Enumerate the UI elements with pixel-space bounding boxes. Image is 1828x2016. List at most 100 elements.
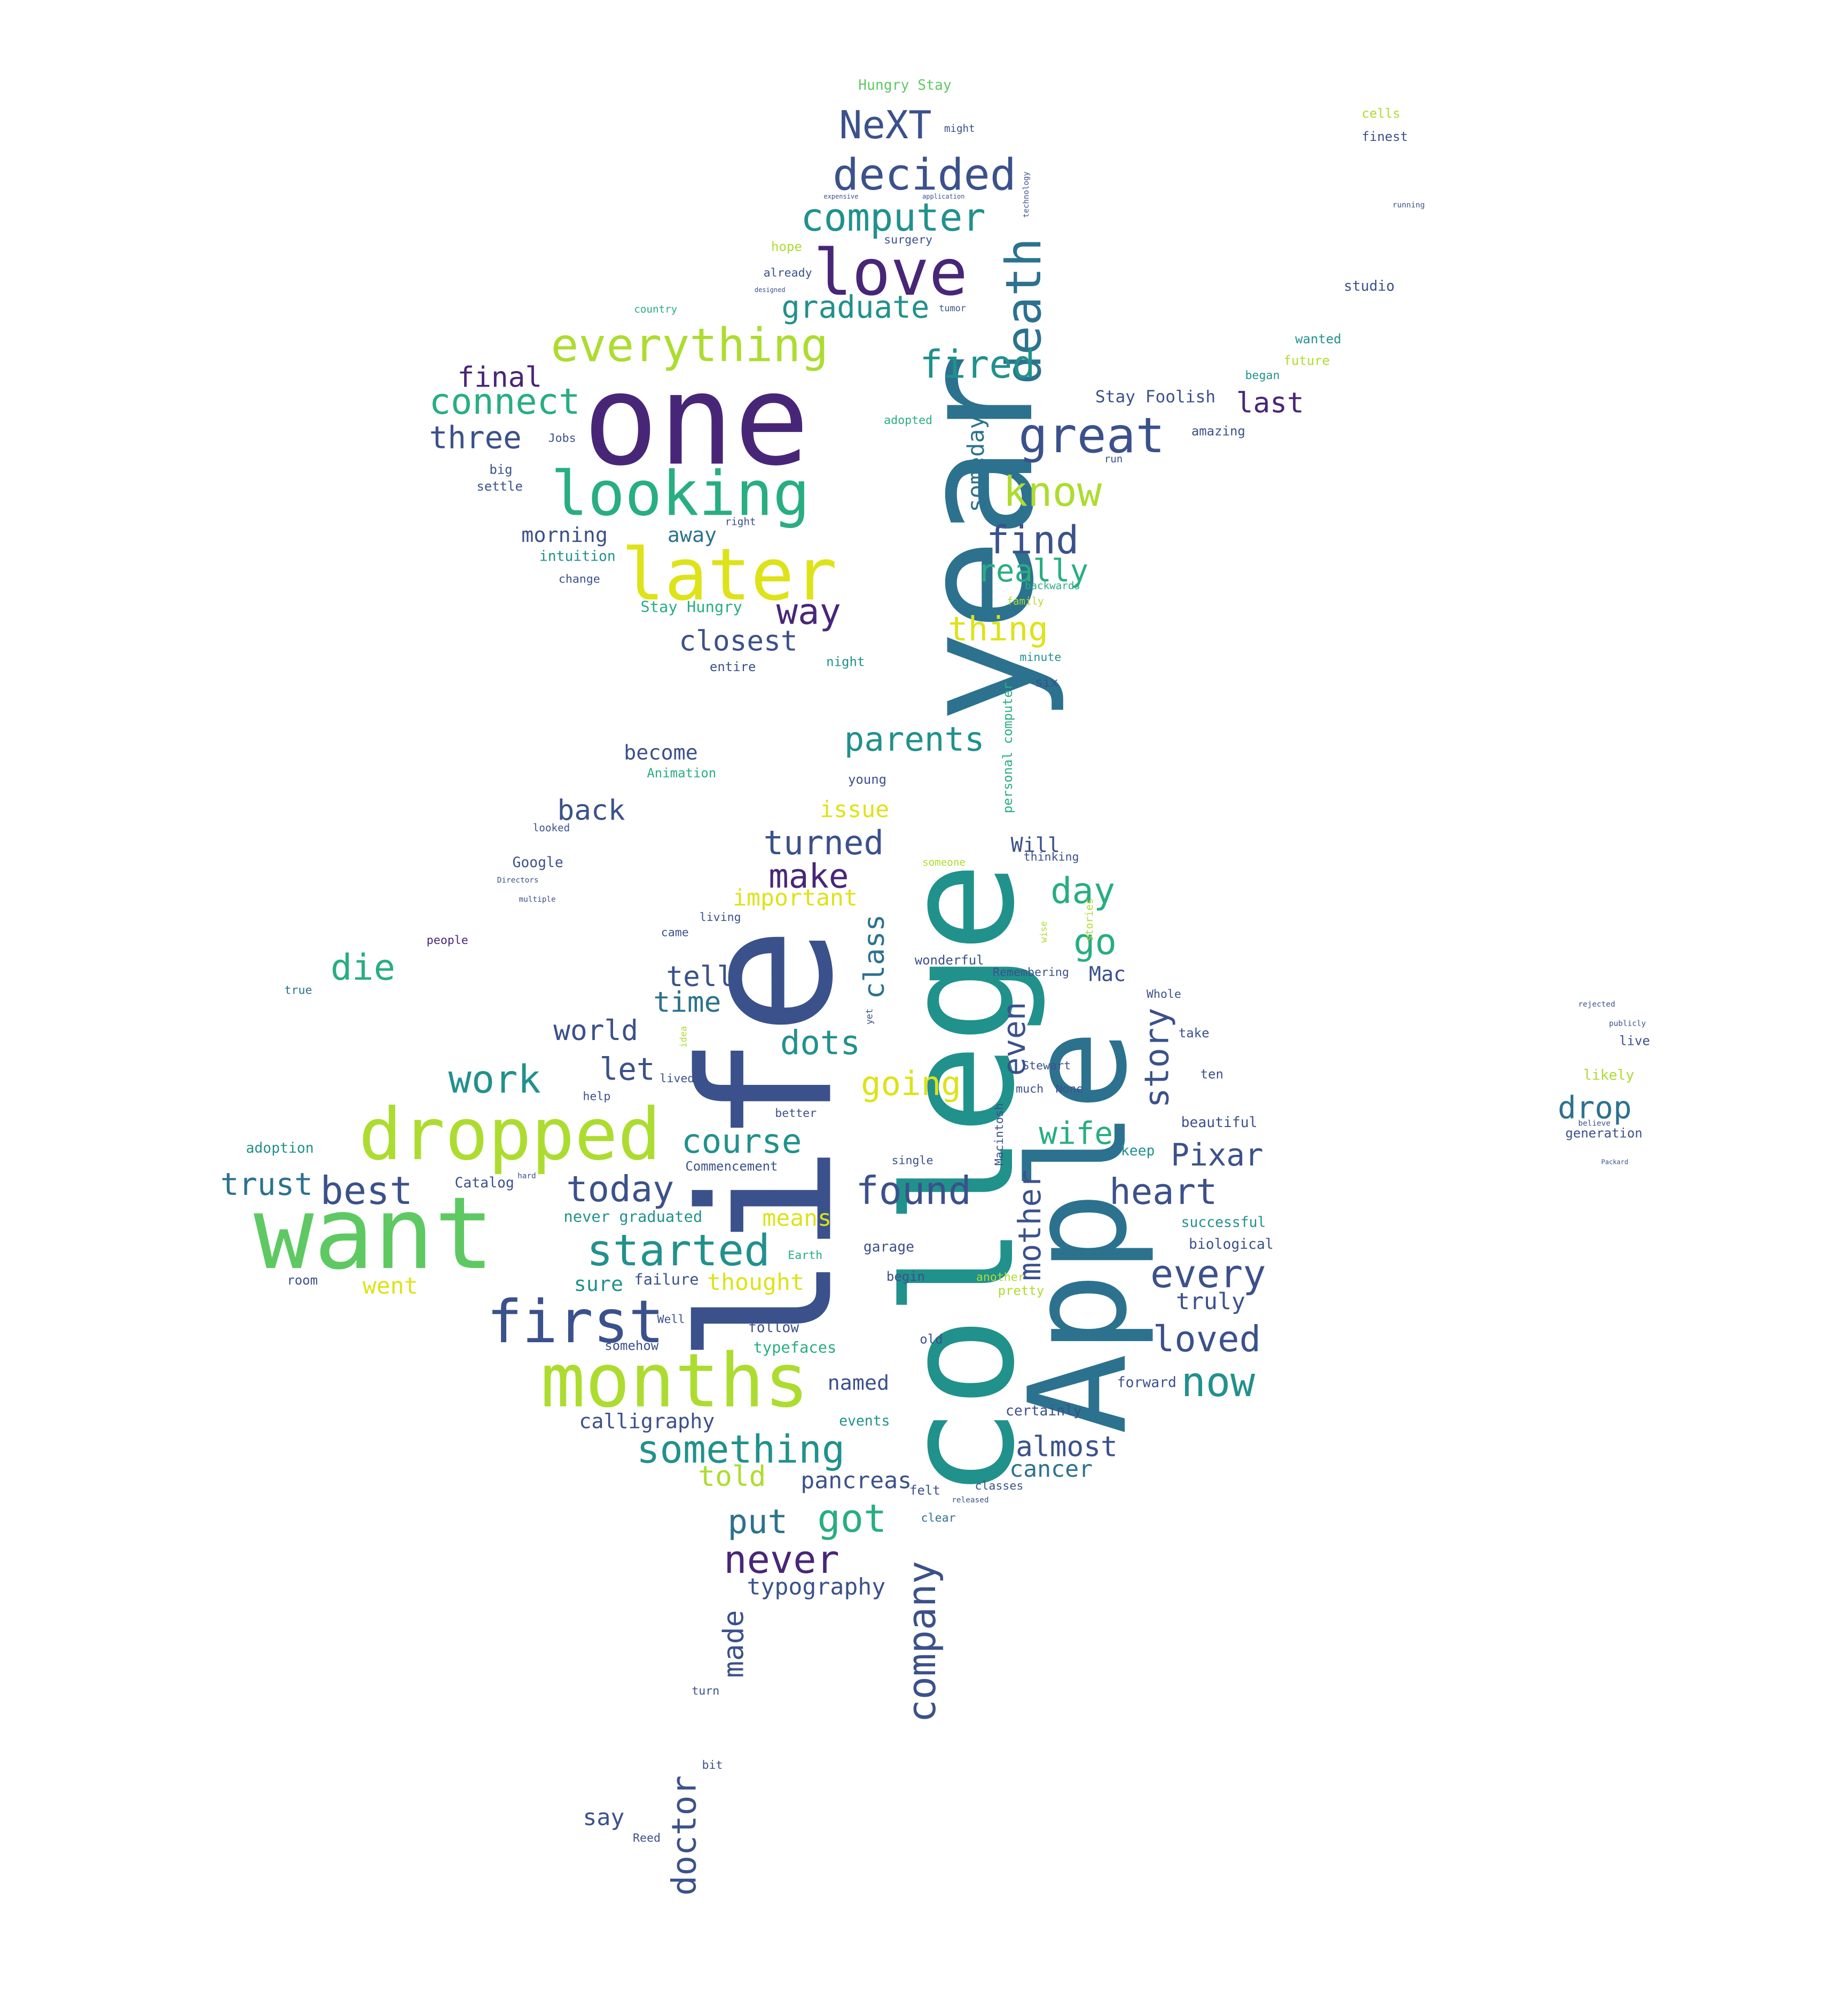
cloud-word-go: go [1073,921,1117,963]
cloud-word-stewart: Stewart [1022,1059,1071,1073]
cloud-word-classes: classes [975,1479,1023,1493]
cloud-word-help: help [583,1090,610,1104]
cloud-word-started: started [587,1225,771,1276]
cloud-word-adopted: adopted [884,414,932,427]
cloud-word-going: going [861,1064,961,1103]
cloud-word-stories: stories [1083,898,1095,941]
cloud-word-loved: loved [1153,1318,1261,1360]
cloud-word-told: told [698,1460,766,1493]
cloud-word-got: got [817,1496,886,1541]
cloud-word-best: best [320,1168,413,1213]
cloud-word-found: found [856,1168,971,1213]
cloud-word-story: story [1137,1007,1176,1108]
cloud-word-publicly: publicly [1609,1020,1646,1028]
cloud-word-sure: sure [574,1272,623,1296]
cloud-word-multiple: multiple [519,895,555,904]
cloud-word-let: let [600,1051,655,1087]
cloud-word-every: every [1150,1251,1266,1296]
cloud-word-hungry-stay: Hungry Stay [858,77,952,93]
cloud-word-run: run [1104,453,1123,465]
cloud-word-failure: failure [634,1270,699,1288]
cloud-word-time: time [653,986,721,1019]
cloud-word-settle: settle [476,479,523,494]
cloud-word-wife: wife [1039,1115,1113,1151]
cloud-word-true: true [285,984,312,997]
cloud-word-came: came [661,926,689,940]
cloud-word-drop: drop [1558,1090,1632,1125]
cloud-word-way: way [776,590,841,632]
cloud-word-bit: bit [702,1759,723,1772]
cloud-word-pretty: pretty [998,1283,1045,1298]
cloud-word-world: world [553,1014,638,1047]
cloud-word-single: single [892,1154,933,1168]
cloud-word-great: great [1018,407,1165,464]
cloud-word-hope: hope [771,239,802,254]
cloud-word-pancreas: pancreas [801,1468,912,1494]
cloud-word-began: began [1245,369,1280,382]
cloud-word-later: later [621,533,837,617]
cloud-word-typography: typography [747,1574,885,1601]
cloud-word-garage: garage [864,1239,914,1255]
cloud-word-stay-foolish: Stay Foolish [1095,387,1215,406]
cloud-word-will: Will [1011,833,1060,857]
cloud-word-first: first [487,1288,664,1357]
cloud-word-entire: entire [710,659,756,674]
cloud-word-cancer: cancer [1009,1456,1093,1483]
cloud-word-yet: yet [864,1009,875,1025]
cloud-word-day: day [1050,870,1115,911]
cloud-word-company: company [899,1561,944,1722]
cloud-word-months: months [540,1337,809,1424]
cloud-word-thing: thing [948,609,1048,648]
cloud-word-die: die [331,947,395,988]
cloud-word-might: might [944,122,975,135]
cloud-word-lived: lived [660,1072,694,1085]
cloud-word-life: life [662,926,873,1364]
cloud-word-remembering: Remembering [993,966,1069,979]
cloud-word-trust: trust [221,1167,313,1202]
cloud-word-ten: ten [1201,1067,1223,1082]
cloud-word-important: important [733,885,858,911]
cloud-word-minute: minute [1019,651,1061,664]
cloud-word-issue: issue [820,797,889,823]
cloud-word-pixar: Pixar [1171,1137,1263,1173]
cloud-word-well: Well [657,1313,685,1326]
cloud-word-means: means [762,1205,831,1232]
cloud-word-tumor: tumor [939,303,966,313]
cloud-word-almost: almost [1016,1431,1118,1463]
cloud-word-personal-computer: personal computer [1000,682,1015,813]
cloud-word-say: say [583,1805,624,1831]
cloud-word-dropped: dropped [359,1092,661,1176]
cloud-word-keep: keep [1121,1143,1155,1159]
cloud-word-adoption: adoption [246,1140,314,1156]
cloud-word-named: named [828,1371,890,1395]
cloud-word-directors: Directors [497,876,539,885]
cloud-word-mac: Mac [1089,963,1126,987]
cloud-word-application: application [922,193,964,200]
cloud-word-class: class [858,914,891,999]
cloud-word-something: something [637,1427,845,1472]
cloud-word-intuition: intuition [539,549,616,565]
cloud-word-better: better [775,1107,817,1120]
cloud-word-somehow: somehow [605,1338,659,1353]
cloud-word-likely: likely [1583,1067,1634,1083]
cloud-word-running: running [1392,201,1425,210]
cloud-word-another: another [976,1271,1025,1284]
cloud-word-now: now [1181,1359,1256,1406]
cloud-word-biological: biological [1189,1237,1274,1253]
cloud-word-amazing: amazing [1191,424,1245,439]
cloud-word-mother: mother [1012,1170,1048,1281]
cloud-word-wonderful: wonderful [915,952,984,967]
cloud-word-morning: morning [521,523,608,547]
cloud-word-beautiful: beautiful [1181,1115,1258,1131]
cloud-word-begin: begin [886,1269,925,1284]
cloud-word-college: college [872,862,1048,1499]
cloud-word-typefaces: typefaces [753,1338,836,1356]
cloud-word-someone: someone [922,856,966,869]
cloud-word-computer: computer [801,195,986,240]
cloud-word-certainly: certainly [1006,1403,1082,1419]
cloud-word-commencement: Commencement [685,1159,778,1174]
cloud-word-old: old [920,1332,943,1347]
cloud-word-successful: successful [1181,1215,1266,1231]
cloud-word-six: six [1035,675,1058,690]
